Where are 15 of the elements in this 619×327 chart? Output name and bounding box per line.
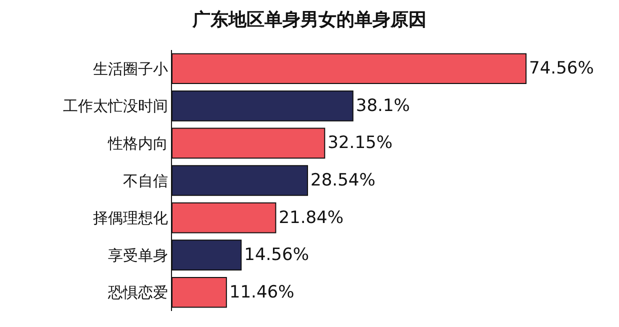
data-label: 28.54% xyxy=(310,170,376,190)
data-label: 38.1% xyxy=(356,96,410,116)
y-tick-label: 不自信 xyxy=(123,172,168,190)
y-tick-label: 生活圈子小 xyxy=(93,60,168,78)
y-tick-label: 择偶理想化 xyxy=(93,209,168,228)
data-label: 32.15% xyxy=(328,133,392,154)
y-tick-label: 享受单身 xyxy=(108,246,168,264)
data-label: 11.46% xyxy=(229,282,294,302)
y-tick-label: 工作太忙没时间 xyxy=(63,97,168,116)
data-label: 21.84% xyxy=(278,208,344,228)
chart-title: 广东地区单身男女的单身原因 xyxy=(192,10,426,31)
data-label: 14.56% xyxy=(244,245,309,266)
y-tick-label: 恐惧恋爱 xyxy=(107,284,168,302)
data-label: 74.56% xyxy=(529,58,594,79)
y-tick-label: 性格内向 xyxy=(107,134,168,152)
